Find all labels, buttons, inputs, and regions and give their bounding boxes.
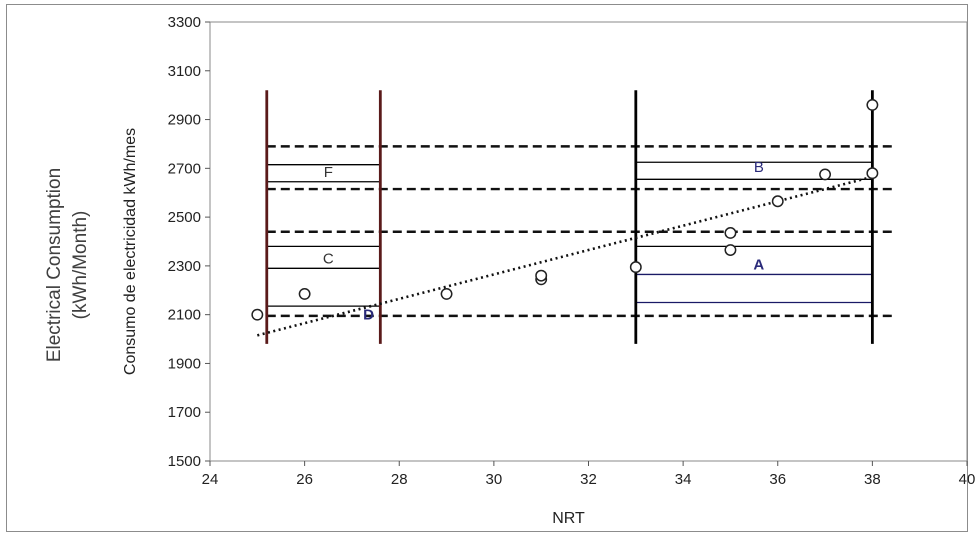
data-point-7 xyxy=(724,227,737,239)
data-point-2 xyxy=(440,287,453,300)
annotations: F C D B A xyxy=(323,159,765,324)
figure-frame xyxy=(6,4,968,532)
annotation-b: B xyxy=(754,159,764,176)
y-tick-label-0: 1500 xyxy=(168,453,201,470)
y-tick-label-3: 2100 xyxy=(168,307,201,324)
x-tick-label-1: 26 xyxy=(296,471,313,488)
data-point-10 xyxy=(866,167,879,180)
trendline xyxy=(256,175,873,337)
data-points xyxy=(251,98,879,321)
data-point-9 xyxy=(819,168,832,181)
data-point-8 xyxy=(771,195,784,208)
x-tick-label-5: 34 xyxy=(675,471,692,488)
y-axis-title: Consumo de electricidad kWh/mes xyxy=(122,128,139,375)
x-tick-label-3: 30 xyxy=(486,471,503,488)
data-point-6 xyxy=(724,244,737,256)
annotation-c: C xyxy=(323,250,334,267)
data-point-11 xyxy=(866,98,879,111)
annotation-f: F xyxy=(324,164,333,181)
annotation-d: D xyxy=(363,307,374,324)
axes: 24 26 28 30 32 34 36 38 40 1500 1700 1900 2100 2300 25… xyxy=(122,14,975,527)
reference-lines xyxy=(265,90,897,344)
x-tick-label-8: 40 xyxy=(959,471,976,488)
y-tick-label-2: 1900 xyxy=(168,355,201,372)
y-tick-label-7: 2900 xyxy=(168,112,201,129)
data-point-0 xyxy=(251,308,264,321)
x-tick-label-7: 38 xyxy=(864,471,881,488)
x-tick-label-6: 36 xyxy=(769,471,786,488)
x-tick-label-0: 24 xyxy=(202,471,219,488)
y-tick-label-6: 2700 xyxy=(168,160,201,177)
plot-area xyxy=(209,21,968,462)
y-tick-label-9: 3300 xyxy=(168,14,201,31)
data-point-1 xyxy=(298,287,311,300)
data-point-5 xyxy=(629,261,642,274)
y-tick-label-4: 2300 xyxy=(168,258,201,275)
x-tick-label-2: 28 xyxy=(391,471,408,488)
x-axis-title: NRT xyxy=(552,510,585,527)
trendline-group xyxy=(256,175,873,337)
y-tick-label-5: 2500 xyxy=(168,209,201,226)
data-point-4 xyxy=(535,269,548,282)
plot-border xyxy=(209,21,968,462)
x-tick-label-4: 32 xyxy=(580,471,597,488)
annotation-a: A xyxy=(753,257,764,274)
y-tick-label-1: 1700 xyxy=(168,404,201,421)
y-tick-label-8: 3100 xyxy=(168,63,201,80)
